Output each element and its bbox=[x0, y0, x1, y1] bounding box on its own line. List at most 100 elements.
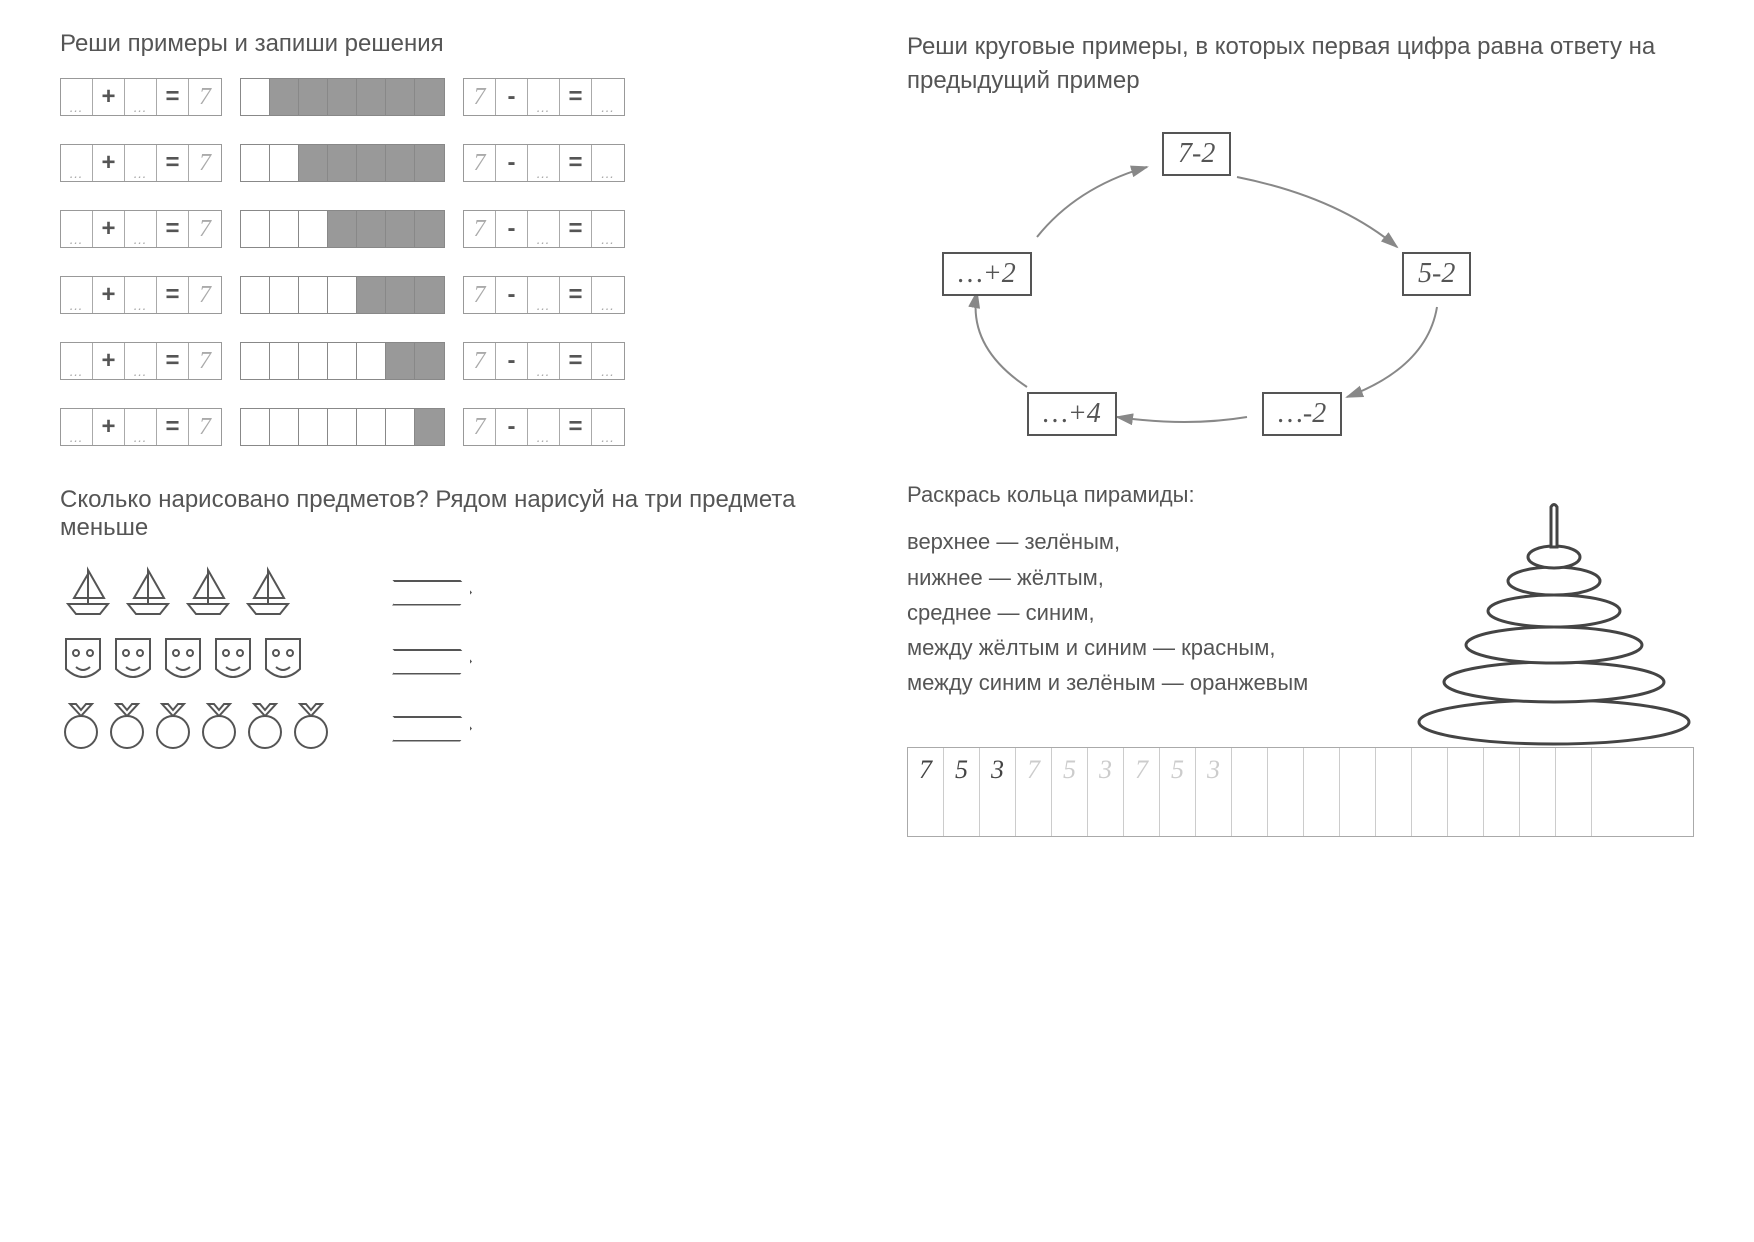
equation-row: …+…=77-…=… bbox=[60, 78, 847, 116]
medal-icon bbox=[60, 700, 102, 757]
grid-cell bbox=[1376, 792, 1412, 836]
grid-cell bbox=[1592, 748, 1628, 792]
grid-cell: 3 bbox=[980, 748, 1016, 792]
grid-cell bbox=[1232, 748, 1268, 792]
grid-cell: 5 bbox=[1052, 748, 1088, 792]
left-column: Реши примеры и запиши решения …+…=7 7-…=…… bbox=[60, 30, 847, 837]
grid-cell: 3 bbox=[1196, 748, 1232, 792]
left-section-2: Сколько нарисовано предметов? Рядом нари… bbox=[60, 486, 847, 757]
mask-icon bbox=[160, 633, 206, 690]
pyramid-title: Раскрась кольца пирамиды: bbox=[907, 477, 1394, 512]
medal-icon bbox=[198, 700, 240, 757]
arrow-icon bbox=[392, 580, 472, 606]
arrow-icon bbox=[392, 649, 472, 675]
grid-cell bbox=[1124, 792, 1160, 836]
grid-cell bbox=[1304, 748, 1340, 792]
object-row bbox=[60, 700, 847, 757]
count-bar bbox=[240, 78, 445, 116]
boat-icon bbox=[240, 562, 296, 623]
medal-icon bbox=[152, 700, 194, 757]
circular-examples: 7-2 5-2 …-2 …+4 …+2 bbox=[907, 117, 1694, 447]
minus-equation: 7-…=… bbox=[463, 342, 625, 380]
node-botright: …-2 bbox=[1262, 392, 1342, 436]
grid-cell bbox=[1448, 748, 1484, 792]
node-right: 5-2 bbox=[1402, 252, 1471, 296]
minus-equation: 7-…=… bbox=[463, 408, 625, 446]
minus-equation: 7-…=… bbox=[463, 210, 625, 248]
boat-icon bbox=[120, 562, 176, 623]
equation-rows: …+…=7 7-…=… …+…=7 7-…=… …+…=7 7-…=… …+…=7 7-…=…… bbox=[60, 78, 847, 446]
grid-cell bbox=[1592, 792, 1628, 836]
grid-cell: 3 bbox=[1088, 748, 1124, 792]
grid-row-bottom bbox=[908, 792, 1693, 836]
grid-cell bbox=[1052, 792, 1088, 836]
mask-icon bbox=[60, 633, 106, 690]
object-group-boat bbox=[60, 562, 380, 623]
minus-equation: 7-…=… bbox=[463, 78, 625, 116]
grid-cell bbox=[1484, 748, 1520, 792]
count-bar bbox=[240, 276, 445, 314]
grid-cell bbox=[1268, 792, 1304, 836]
count-bar bbox=[240, 342, 445, 380]
writing-grid: 753753753 bbox=[907, 747, 1694, 837]
mask-icon bbox=[260, 633, 306, 690]
equation-row: …+…=7 7-…=… bbox=[60, 144, 847, 182]
object-row bbox=[60, 562, 847, 623]
object-rows bbox=[60, 562, 847, 757]
mask-icon bbox=[110, 633, 156, 690]
medal-icon bbox=[106, 700, 148, 757]
plus-equation: …+…=7 bbox=[60, 144, 222, 182]
pyr-line: среднее — синим, bbox=[907, 595, 1394, 630]
grid-cell bbox=[1232, 792, 1268, 836]
pyramid-area: Раскрась кольца пирамиды: верхнее — зелё… bbox=[907, 477, 1694, 747]
pyr-line: верхнее — зелёным, bbox=[907, 524, 1394, 559]
right-title-1: Реши круговые примеры, в которых первая … bbox=[907, 30, 1694, 97]
grid-cell bbox=[980, 792, 1016, 836]
plus-equation: …+…=7 bbox=[60, 408, 222, 446]
node-top: 7-2 bbox=[1162, 132, 1231, 176]
grid-cell bbox=[1484, 792, 1520, 836]
grid-cell bbox=[1340, 748, 1376, 792]
grid-cell bbox=[944, 792, 980, 836]
node-botleft: …+4 bbox=[1027, 392, 1117, 436]
worksheet-page: Реши примеры и запиши решения …+…=7 7-…=…… bbox=[60, 30, 1694, 837]
plus-equation: …+…=7 bbox=[60, 210, 222, 248]
minus-equation: 7-…=… bbox=[463, 144, 625, 182]
grid-row-top: 753753753 bbox=[908, 748, 1693, 792]
grid-cell bbox=[908, 792, 944, 836]
grid-cell bbox=[1556, 792, 1592, 836]
arrow-icon bbox=[392, 716, 472, 742]
pyramid-svg bbox=[1414, 477, 1694, 747]
equation-row: …+…=77-…=… bbox=[60, 342, 847, 380]
equation-row: …+…=77-…=… bbox=[60, 276, 847, 314]
grid-cell: 7 bbox=[1124, 748, 1160, 792]
grid-cell bbox=[1376, 748, 1412, 792]
left-title-1: Реши примеры и запиши решения bbox=[60, 30, 847, 58]
grid-cell bbox=[1016, 792, 1052, 836]
boat-icon bbox=[60, 562, 116, 623]
grid-cell bbox=[1160, 792, 1196, 836]
grid-cell bbox=[1556, 748, 1592, 792]
pyr-line: между синим и зелёным — оранжевым bbox=[907, 665, 1394, 700]
grid-cell bbox=[1412, 792, 1448, 836]
count-bar bbox=[240, 408, 445, 446]
pyr-line: нижнее — жёлтым, bbox=[907, 560, 1394, 595]
node-left: …+2 bbox=[942, 252, 1032, 296]
grid-cell: 5 bbox=[1160, 748, 1196, 792]
grid-cell: 5 bbox=[944, 748, 980, 792]
grid-cell: 7 bbox=[908, 748, 944, 792]
plus-equation: …+…=7 bbox=[60, 276, 222, 314]
count-bar bbox=[240, 210, 445, 248]
object-group-mask bbox=[60, 633, 380, 690]
grid-cell bbox=[1304, 792, 1340, 836]
left-title-2: Сколько нарисовано предметов? Рядом нари… bbox=[60, 486, 847, 542]
grid-cell bbox=[1412, 748, 1448, 792]
boat-icon bbox=[180, 562, 236, 623]
pyramid-text: Раскрась кольца пирамиды: верхнее — зелё… bbox=[907, 477, 1394, 747]
grid-cell bbox=[1520, 748, 1556, 792]
right-column: Реши круговые примеры, в которых первая … bbox=[907, 30, 1694, 837]
grid-cell bbox=[1268, 748, 1304, 792]
equation-row: …+…=7 7-…=… bbox=[60, 408, 847, 446]
object-group-medal bbox=[60, 700, 380, 757]
count-bar bbox=[240, 144, 445, 182]
